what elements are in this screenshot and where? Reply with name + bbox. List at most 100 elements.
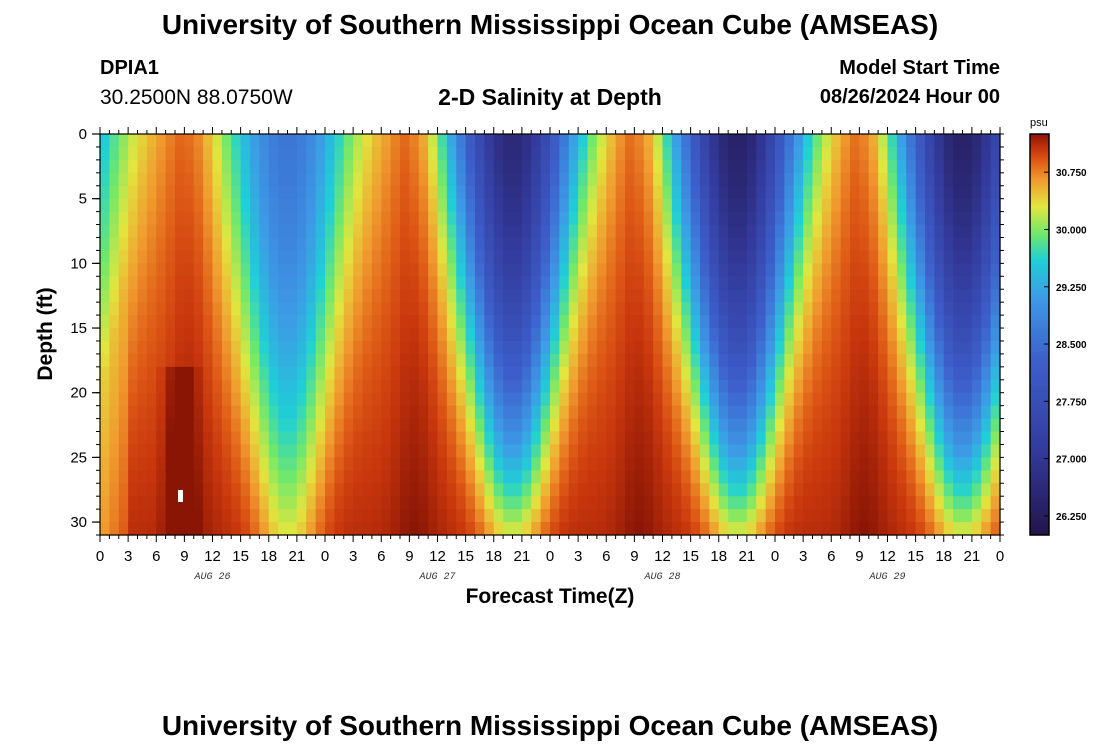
heatmap-cell	[962, 198, 973, 213]
heatmap-cell	[437, 250, 448, 264]
heatmap-cell	[850, 509, 860, 523]
heatmap-cell	[343, 328, 354, 342]
heatmap-cell	[334, 315, 345, 329]
heatmap-cell	[728, 211, 739, 226]
heatmap-cell	[821, 418, 832, 433]
heatmap-cell	[568, 237, 579, 252]
heatmap-cell	[784, 444, 795, 458]
heatmap-cell	[268, 224, 279, 239]
heatmap-cell	[859, 302, 870, 316]
heatmap-cell	[925, 366, 935, 381]
heatmap-cell	[775, 418, 785, 433]
heatmap-cell	[606, 198, 617, 213]
heatmap-cell	[728, 172, 739, 187]
heatmap-cell	[156, 289, 167, 303]
heatmap-cell	[643, 315, 654, 329]
heatmap-cell	[156, 405, 167, 420]
heatmap-cell	[953, 392, 964, 407]
heatmap-cell	[456, 431, 467, 446]
heatmap-cell	[315, 444, 326, 458]
heatmap-cell	[868, 509, 879, 523]
heatmap-cell	[240, 509, 251, 523]
heatmap-cell	[371, 457, 382, 471]
heatmap-cell	[793, 302, 804, 316]
heatmap-cell	[718, 366, 729, 381]
heatmap-cell	[484, 185, 495, 200]
heatmap-cell	[503, 146, 514, 161]
heatmap-cell	[268, 353, 279, 368]
heatmap-cell	[596, 159, 607, 174]
heatmap-cell	[531, 276, 542, 290]
heatmap-cell	[765, 522, 776, 536]
heatmap-cell	[859, 431, 870, 446]
heatmap-cell	[146, 198, 157, 213]
heatmap-cell	[700, 405, 710, 420]
heatmap-cell	[662, 263, 673, 277]
heatmap-cell	[231, 509, 242, 523]
heatmap-cell	[962, 134, 973, 148]
heatmap-cell	[400, 198, 410, 213]
heatmap-cell	[728, 509, 739, 523]
heatmap-cell	[409, 392, 420, 407]
heatmap-cell	[709, 302, 720, 316]
heatmap-cell	[268, 146, 279, 161]
heatmap-cell	[821, 509, 832, 523]
heatmap-cell	[418, 237, 429, 252]
heatmap-cell	[512, 405, 523, 420]
heatmap-cell	[840, 185, 851, 200]
heatmap-cell	[512, 483, 523, 497]
heatmap-cell	[362, 418, 373, 433]
heatmap-cell	[296, 392, 307, 407]
heatmap-cell	[343, 496, 354, 510]
heatmap-cell	[671, 302, 682, 316]
heatmap-cell	[746, 134, 757, 148]
heatmap-cell	[737, 470, 748, 484]
heatmap-cell	[325, 224, 335, 239]
heatmap-cell	[700, 444, 710, 458]
heatmap-cell	[568, 522, 579, 536]
heatmap-cell	[756, 328, 767, 342]
heatmap-cell	[718, 496, 729, 510]
heatmap-cell	[784, 250, 795, 264]
heatmap-cell	[165, 276, 176, 290]
heatmap-cell	[475, 470, 485, 484]
heatmap-cell	[381, 146, 392, 161]
heatmap-cell	[915, 366, 926, 381]
heatmap-cell	[531, 134, 542, 148]
heatmap-cell	[737, 302, 748, 316]
heatmap-cell	[100, 353, 110, 368]
heatmap-cell	[343, 366, 354, 381]
heatmap-cell	[531, 444, 542, 458]
heatmap-cell	[896, 198, 907, 213]
heatmap-cell	[390, 250, 401, 264]
heatmap-cell	[765, 237, 776, 252]
heatmap-cell	[643, 522, 654, 536]
heatmap-cell	[512, 146, 523, 161]
heatmap-cell	[221, 340, 232, 355]
heatmap-cell	[184, 237, 195, 252]
heatmap-cell	[465, 522, 476, 536]
heatmap-cell	[259, 379, 270, 394]
heatmap-cell	[325, 134, 335, 148]
heatmap-cell	[615, 483, 626, 497]
heatmap-cell	[109, 276, 120, 290]
heatmap-cell	[765, 134, 776, 148]
heatmap-cell	[756, 146, 767, 161]
heatmap-cell	[165, 340, 176, 355]
heatmap-cell	[493, 379, 504, 394]
heatmap-cell	[381, 379, 392, 394]
heatmap-cell	[859, 289, 870, 303]
heatmap-cell	[371, 198, 382, 213]
heatmap-cell	[362, 263, 373, 277]
heatmap-cell	[859, 340, 870, 355]
heatmap-cell	[578, 392, 589, 407]
heatmap-cell	[981, 366, 992, 381]
heatmap-cell	[615, 159, 626, 174]
heatmap-cell	[296, 276, 307, 290]
heatmap-cell	[803, 483, 814, 497]
heatmap-cell	[231, 328, 242, 342]
heatmap-cell	[550, 340, 560, 355]
heatmap-cell	[718, 328, 729, 342]
heatmap-cell	[737, 418, 748, 433]
